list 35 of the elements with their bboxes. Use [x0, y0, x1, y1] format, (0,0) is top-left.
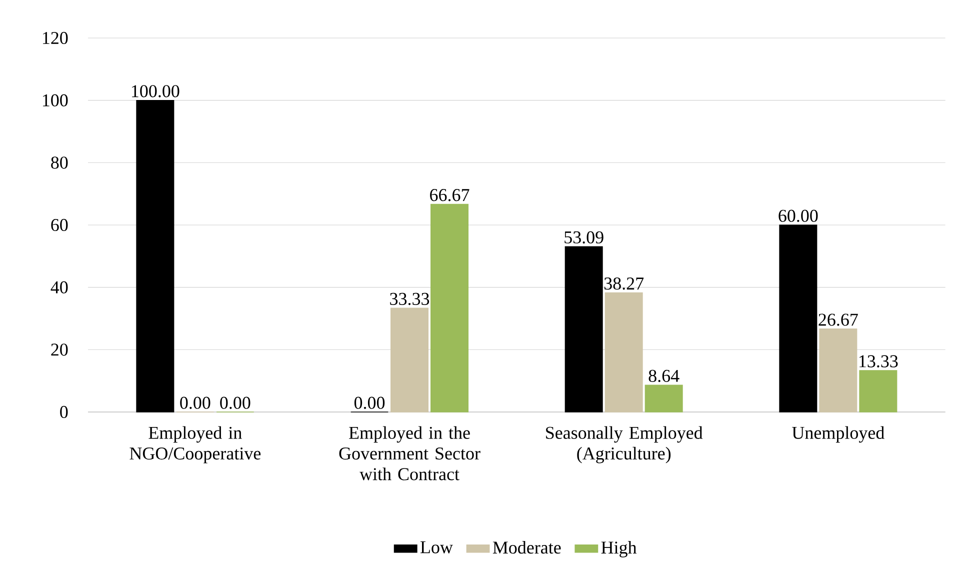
x-tick-label: Employed in NGO/Cooperative: [130, 426, 261, 464]
data-label: 0.00: [220, 396, 250, 409]
bar: [390, 308, 429, 412]
legend-label: High: [601, 541, 637, 558]
bar: [819, 328, 858, 412]
y-tick-label: 20: [51, 344, 68, 356]
data-label: 38.27: [604, 277, 644, 290]
bar: [136, 100, 174, 412]
x-tick-label: Unemployed: [792, 426, 884, 443]
bar: [779, 224, 818, 412]
y-tick-label: 0: [60, 406, 68, 418]
data-label: 26.67: [818, 314, 858, 326]
data-label: 60.00: [778, 210, 818, 222]
data-label: 33.33: [390, 292, 430, 306]
data-label: 0.00: [354, 396, 385, 409]
data-label: 53.09: [564, 231, 604, 244]
bar: [564, 246, 603, 412]
bar: [604, 292, 643, 412]
data-label: 66.67: [430, 189, 470, 202]
x-tick-label: Employed in the Government Sector with Contract: [339, 426, 480, 480]
y-tick-label: 80: [51, 156, 68, 169]
y-tick-label: 100: [43, 94, 68, 106]
data-label: 13.33: [860, 355, 898, 368]
y-tick-label: 60: [51, 218, 68, 232]
y-tick-label: 120: [43, 32, 68, 44]
data-label: 8.64: [648, 370, 680, 382]
bar: [644, 384, 683, 412]
legend-label: Moderate: [492, 541, 561, 554]
y-tick-label: 40: [50, 281, 68, 294]
bar: [859, 370, 898, 412]
data-label: 0.00: [180, 396, 210, 409]
x-tick-label: Seasonally Employed (Agriculture): [546, 426, 703, 464]
data-label: 100.00: [132, 85, 180, 98]
legend-label: Low: [420, 541, 453, 554]
bar: [430, 204, 469, 412]
